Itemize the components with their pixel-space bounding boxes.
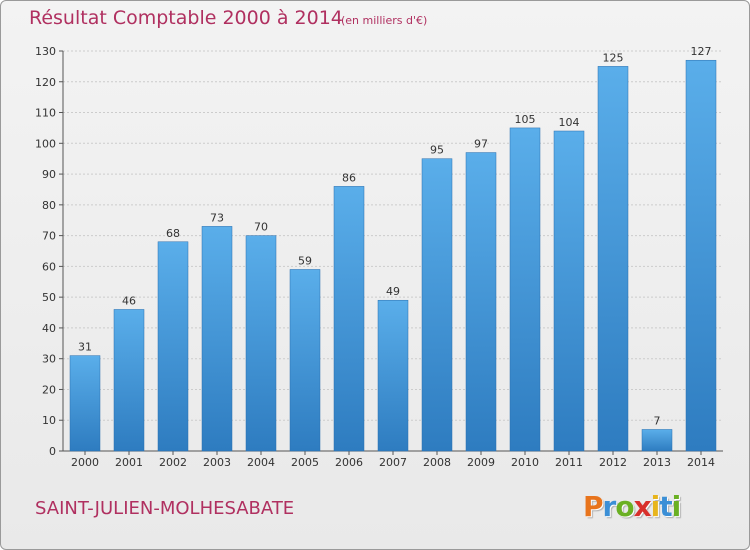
bar-value-label: 70 <box>254 221 268 234</box>
bar-2003 <box>201 226 233 452</box>
bar-2010 <box>509 127 541 452</box>
bar-value-label: 127 <box>691 45 712 58</box>
bar-value-label: 105 <box>515 113 536 126</box>
y-tick-label: 120 <box>35 76 56 89</box>
bar-value-label: 125 <box>603 51 624 64</box>
x-tick-label: 2012 <box>599 456 627 469</box>
bar-value-label: 59 <box>298 254 312 267</box>
chart-title: Résultat Comptable 2000 à 2014 <box>29 7 343 29</box>
x-tick-label: 2000 <box>71 456 99 469</box>
y-tick-label: 70 <box>42 230 56 243</box>
bar-value-label: 97 <box>474 138 488 151</box>
bar-2005 <box>289 269 321 452</box>
y-tick-label: 30 <box>42 353 56 366</box>
bar-2006 <box>333 186 365 452</box>
logo-letter: i <box>671 490 682 523</box>
bar-2007 <box>377 299 409 452</box>
bar-value-label: 31 <box>78 341 92 354</box>
y-tick-label: 50 <box>42 291 56 304</box>
logo-letter: i <box>650 490 661 523</box>
bar-value-label: 49 <box>386 285 400 298</box>
bar-2001 <box>113 309 145 452</box>
bar-value-label: 86 <box>342 171 356 184</box>
logo-letter: o <box>615 490 634 523</box>
logo-letter: t <box>659 490 672 523</box>
bar-value-label: 95 <box>430 144 444 157</box>
x-tick-label: 2011 <box>555 456 583 469</box>
x-tick-label: 2013 <box>643 456 671 469</box>
x-tick-label: 2004 <box>247 456 275 469</box>
x-tick-label: 2003 <box>203 456 231 469</box>
bar-value-label: 46 <box>122 294 136 307</box>
bar-value-label: 73 <box>210 211 224 224</box>
x-tick-label: 2014 <box>687 456 715 469</box>
labels: 0 10 20 30 40 50 60 70 80 90 100 110 120 130 31 2000 46 2… <box>35 45 715 469</box>
logo-letter: P <box>583 490 604 523</box>
y-tick-label: 10 <box>42 414 56 427</box>
x-tick-label: 2001 <box>115 456 143 469</box>
bar-value-label: 68 <box>166 227 180 240</box>
y-tick-label: 130 <box>35 45 56 58</box>
x-tick-label: 2009 <box>467 456 495 469</box>
bar-2013 <box>641 429 673 452</box>
y-tick-label: 20 <box>42 383 56 396</box>
bar-2004 <box>245 235 277 452</box>
y-tick-label: 60 <box>42 260 56 273</box>
bars <box>69 59 717 452</box>
bar-2011 <box>553 130 585 452</box>
bar-2008 <box>421 158 453 452</box>
bar-value-label: 104 <box>559 116 580 129</box>
logo-letter: x <box>633 490 652 523</box>
x-tick-label: 2008 <box>423 456 451 469</box>
bar-2014 <box>685 59 717 452</box>
place-name: SAINT-JULIEN-MOLHESABATE <box>35 498 295 519</box>
x-tick-label: 2007 <box>379 456 407 469</box>
chart-subtitle: (en milliers d'€) <box>341 14 428 27</box>
bar-2009 <box>465 152 497 452</box>
bar-2000 <box>69 355 101 452</box>
proxiti-logo[interactable]: Proxiti <box>583 490 682 523</box>
x-tick-label: 2006 <box>335 456 363 469</box>
x-tick-label: 2005 <box>291 456 319 469</box>
y-tick-label: 0 <box>49 445 56 458</box>
x-tick-label: 2002 <box>159 456 187 469</box>
bar-2012 <box>597 66 629 452</box>
logo-letter: r <box>602 490 617 523</box>
y-tick-label: 110 <box>35 107 56 120</box>
y-tick-label: 40 <box>42 322 56 335</box>
x-tick-label: 2010 <box>511 456 539 469</box>
y-tick-label: 90 <box>42 168 56 181</box>
bar-2002 <box>157 241 189 452</box>
bar-value-label: 7 <box>654 414 661 427</box>
y-tick-label: 100 <box>35 137 56 150</box>
y-tick-label: 80 <box>42 199 56 212</box>
